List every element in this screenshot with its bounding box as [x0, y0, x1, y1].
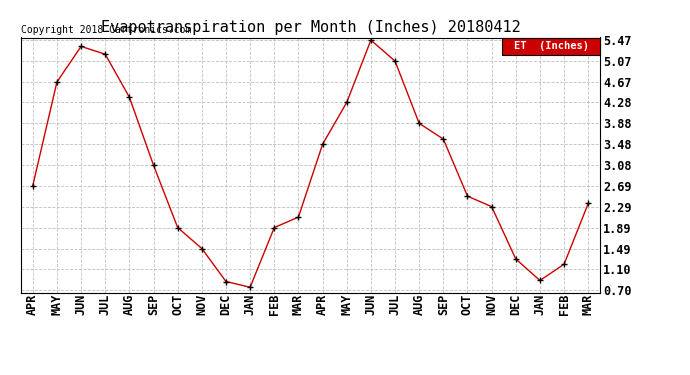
- Text: ET  (Inches): ET (Inches): [513, 41, 589, 51]
- Title: Evapotranspiration per Month (Inches) 20180412: Evapotranspiration per Month (Inches) 20…: [101, 20, 520, 35]
- FancyBboxPatch shape: [502, 38, 600, 56]
- Text: Copyright 2018 Cartronics.com: Copyright 2018 Cartronics.com: [21, 25, 191, 35]
